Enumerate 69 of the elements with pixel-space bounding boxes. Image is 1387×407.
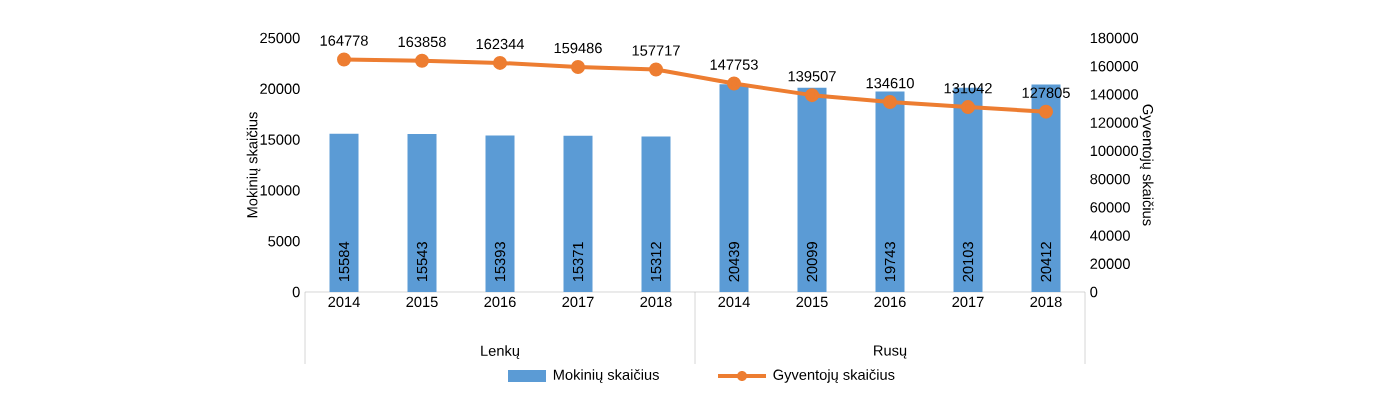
data-label: 19743 [884,242,896,282]
data-label: 159486 [554,42,602,54]
y2-tick-label: 0 [1090,286,1098,298]
point [337,52,352,67]
bar [407,134,437,292]
y2-tick-label: 140000 [1090,89,1139,100]
y-tick-label: 0 [292,286,300,298]
x-tick-label: 2016 [484,296,516,308]
point [493,55,508,70]
data-label: 20103 [962,242,974,282]
data-label: 147753 [710,59,758,70]
bar [563,135,593,292]
y-tick-label: 20000 [260,83,300,94]
x-tick-label: 2017 [562,296,594,308]
data-label: 15371 [572,242,584,282]
legend-label: Gyventojų skaičius [773,369,895,383]
x-tick-label: 2017 [952,296,984,308]
bar [641,136,671,292]
data-label: 20412 [1040,242,1052,282]
y2-axis-title: Gyventojų skaičius [1139,104,1154,226]
x-tick-label: 2014 [718,296,750,308]
y2-tick-label: 20000 [1090,258,1130,269]
data-label: 163858 [398,36,446,48]
data-label: 139507 [788,71,836,82]
data-label: 164778 [320,35,368,46]
x-tick-label: 2015 [406,296,438,308]
data-label: 20099 [806,242,818,282]
data-label: 15312 [650,242,662,282]
point [649,62,664,77]
data-label: 15543 [416,242,428,282]
bar [329,133,359,292]
y-tick-label: 5000 [268,236,300,247]
point [727,76,742,91]
data-label: 157717 [632,45,680,56]
point [415,53,430,68]
data-label: 20439 [728,242,740,282]
y-tick-label: 10000 [260,185,300,196]
data-label: 15393 [494,242,506,282]
text: Lenkų [481,345,520,359]
point [883,95,898,110]
bar [797,87,827,292]
x-tick-label: 2016 [874,296,906,308]
y2-tick-label: 80000 [1090,173,1130,185]
point [1039,104,1054,119]
legend-label: Mokinių skaičius [553,369,659,383]
y2-tick-label: 100000 [1090,145,1139,157]
text: Rusų [874,345,907,359]
y2-tick-label: 120000 [1090,117,1139,128]
y-tick-label: 15000 [260,134,300,145]
bar [485,135,515,292]
point [805,88,820,103]
y2-tick-label: 160000 [1090,61,1139,72]
x-tick-label: 2014 [328,296,360,308]
x-tick-label: 2018 [640,296,672,308]
bar [719,84,749,292]
x-tick-label: 2015 [796,296,828,308]
y-tick-label: 25000 [260,32,300,44]
data-label: 131042 [944,83,992,94]
point [961,100,976,115]
y-axis-title: Mokinių skaičius [246,112,261,218]
data-label: 134610 [866,77,914,89]
bar [875,91,905,292]
y2-tick-label: 40000 [1090,230,1130,241]
point [571,59,586,74]
data-label: 162344 [476,38,525,50]
data-label: 15584 [338,241,350,282]
y2-tick-label: 60000 [1090,202,1130,213]
x-tick-label: 2018 [1030,296,1062,308]
y2-tick-label: 180000 [1090,32,1139,44]
